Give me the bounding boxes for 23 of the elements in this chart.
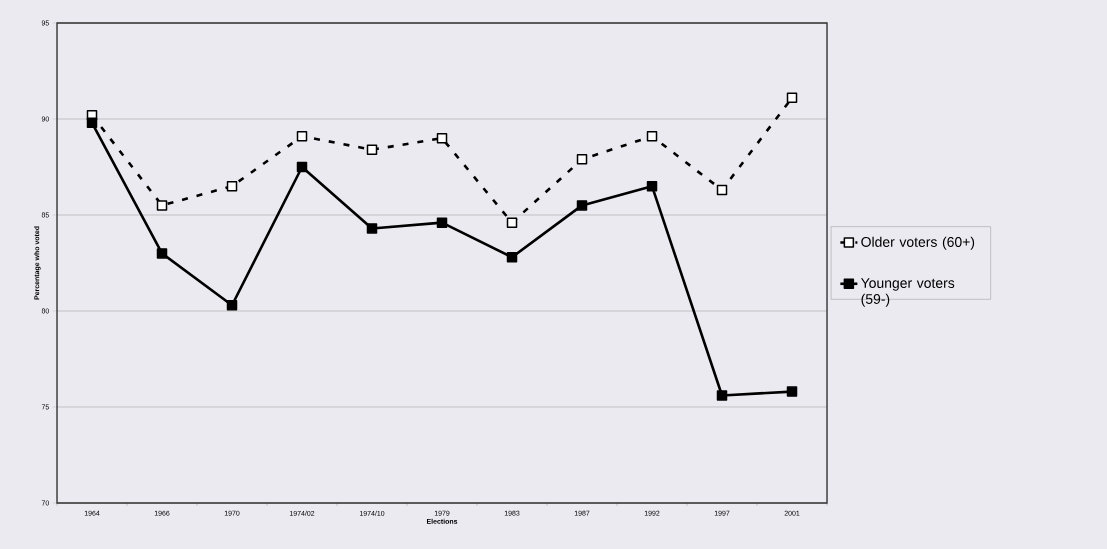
- point: [436, 217, 448, 228]
- point: [646, 180, 658, 192]
- point: [646, 131, 658, 142]
- point: [296, 131, 308, 142]
- point: [576, 154, 588, 165]
- point: [366, 223, 378, 234]
- point: [296, 161, 308, 173]
- point: [716, 390, 728, 401]
- point: [156, 248, 168, 259]
- point: [226, 299, 238, 311]
- point: [156, 200, 168, 211]
- legend-label: Younger voters (59-): [860, 278, 955, 307]
- point: [436, 132, 448, 144]
- legend-label: Older voters (60+): [861, 236, 975, 250]
- point: [786, 386, 798, 397]
- point: [716, 184, 728, 196]
- point: [786, 92, 798, 104]
- point: [366, 144, 378, 155]
- point: [226, 180, 238, 192]
- point: [576, 200, 588, 211]
- point: [86, 117, 98, 129]
- point: [506, 251, 518, 263]
- point: [506, 217, 518, 228]
